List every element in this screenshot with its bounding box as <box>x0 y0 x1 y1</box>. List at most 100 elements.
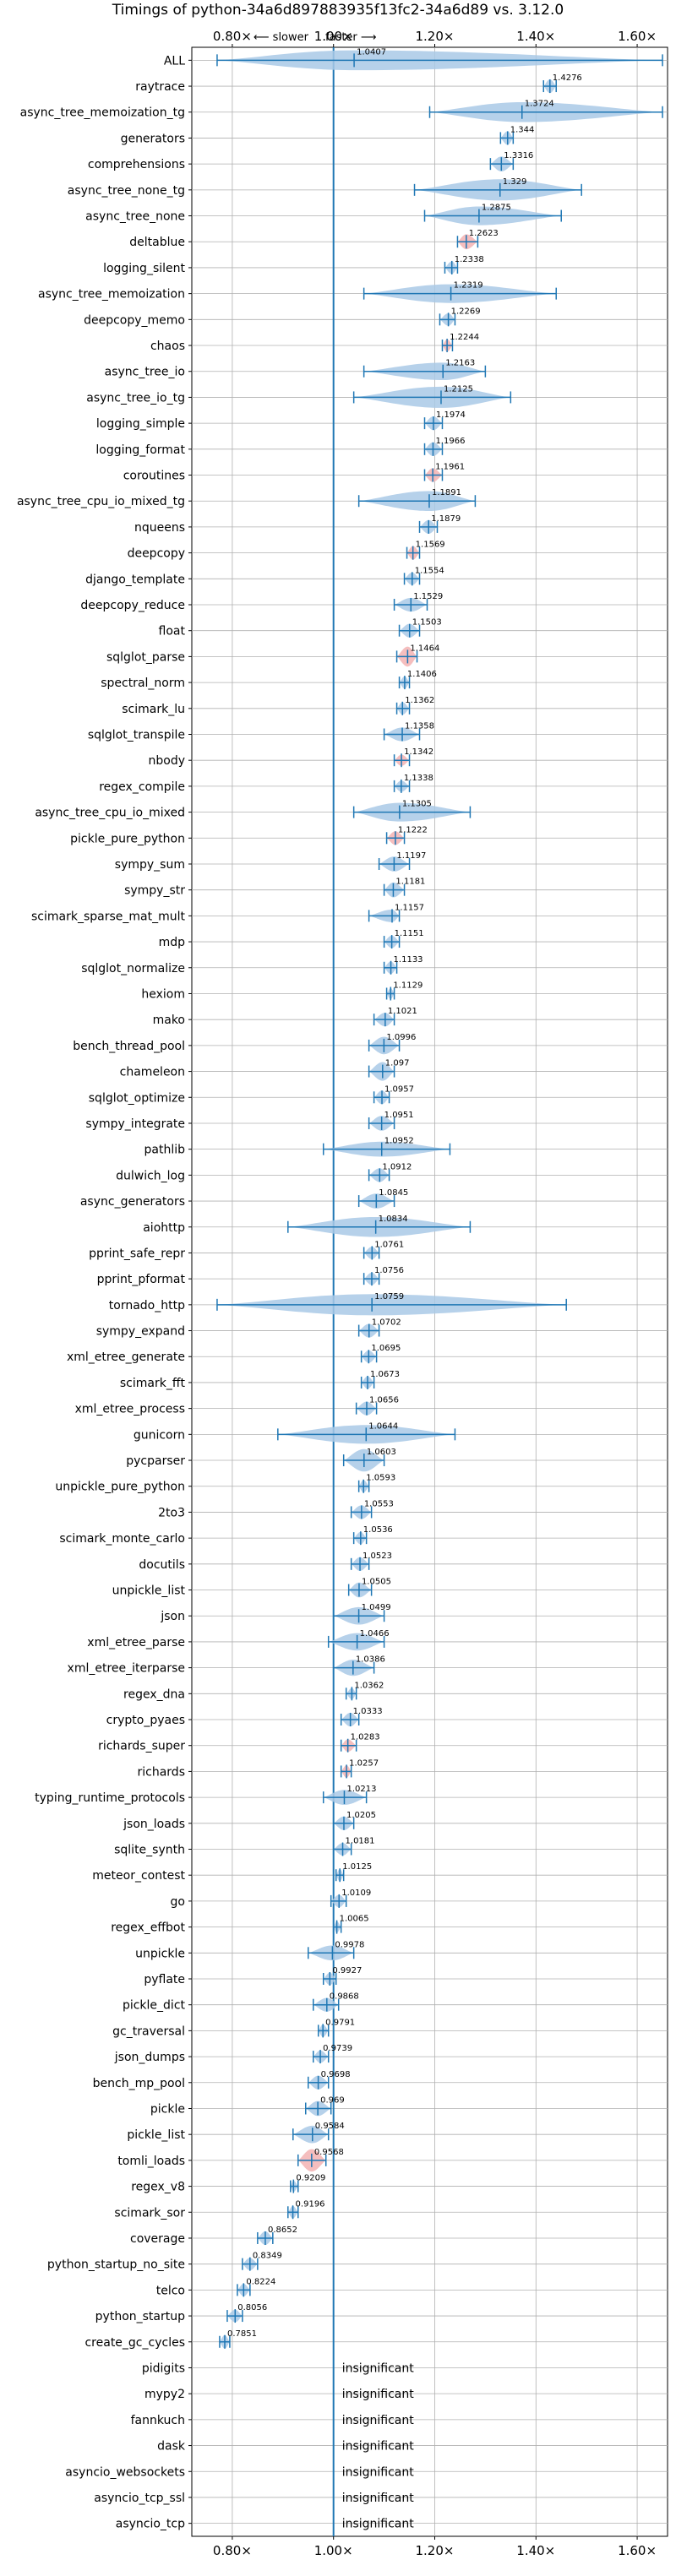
insignificant-label: insignificant <box>342 2492 415 2505</box>
value-label: 1.2269 <box>451 307 481 316</box>
grid-layer <box>188 44 668 2540</box>
benchmark-label: richards_super <box>98 1740 185 1753</box>
benchmark-label: json_dumps <box>114 2051 185 2064</box>
value-label: 0.969 <box>320 2095 345 2105</box>
benchmark-label: coroutines <box>123 470 185 483</box>
value-label: 1.1974 <box>436 410 466 420</box>
benchmark-label: pycparser <box>126 1454 185 1468</box>
value-label: 1.0673 <box>370 1370 400 1379</box>
benchmark-label: json_loads <box>123 1818 185 1831</box>
insignificant-label: insignificant <box>342 2361 415 2375</box>
benchmark-label: bench_thread_pool <box>73 1040 185 1053</box>
value-label: 1.0386 <box>356 1655 385 1665</box>
value-label: 1.0065 <box>340 1915 369 1924</box>
value-label: 1.0181 <box>346 1837 375 1846</box>
benchmark-label: meteor_contest <box>92 1869 185 1883</box>
benchmark-label: mypy2 <box>144 2388 185 2401</box>
benchmark-label: pathlib <box>144 1144 186 1157</box>
benchmark-label: richards <box>138 1765 186 1779</box>
benchmark-label: create_gc_cycles <box>84 2336 185 2350</box>
plot-frame <box>191 46 668 2537</box>
benchmark-label: pidigits <box>142 2361 185 2375</box>
value-label: 1.1133 <box>394 955 423 965</box>
x-tick-label-top: 1.00× <box>314 29 353 44</box>
value-label: 1.097 <box>385 1059 410 1068</box>
benchmark-label: float <box>159 625 186 639</box>
benchmark-label: deepcopy <box>128 547 185 561</box>
benchmark-label: async_tree_memoization <box>38 288 185 302</box>
benchmark-label: pickle_list <box>127 2128 185 2142</box>
value-label: 1.0845 <box>379 1188 408 1198</box>
value-label: 1.1529 <box>413 592 443 601</box>
value-label: 0.7851 <box>227 2329 257 2339</box>
benchmark-label: asyncio_websockets <box>65 2465 185 2479</box>
value-label: 1.1569 <box>416 541 445 550</box>
value-label: 1.0536 <box>363 1525 393 1535</box>
value-label: 0.9209 <box>296 2174 325 2183</box>
x-tick-label-top: 1.20× <box>416 29 455 44</box>
benchmark-label: 2to3 <box>158 1506 185 1519</box>
benchmark-label: sqlglot_optimize <box>89 1091 185 1105</box>
insignificant-label: insignificant <box>342 2414 415 2427</box>
faster-label: faster ⟶ <box>325 31 377 44</box>
value-label: 1.0125 <box>342 1862 372 1872</box>
value-label: 1.1222 <box>398 825 428 834</box>
benchmark-label: raytrace <box>135 80 185 94</box>
benchmark-label: tomli_loads <box>117 2155 185 2168</box>
value-label: 1.0257 <box>349 1758 379 1768</box>
value-label: 0.9568 <box>314 2148 344 2157</box>
benchmark-label: telco <box>156 2284 185 2297</box>
benchmark-label: fannkuch <box>131 2414 185 2427</box>
slower-label: ⟵ slower <box>254 31 309 44</box>
benchmark-label: sympy_str <box>124 884 185 898</box>
value-label: 1.3724 <box>525 100 554 109</box>
value-label: 1.0761 <box>374 1240 404 1249</box>
benchmark-label: generators <box>121 132 185 145</box>
value-label: 1.0912 <box>382 1162 412 1171</box>
benchmark-label: hexiom <box>141 987 185 1001</box>
value-label: 1.0205 <box>346 1811 376 1820</box>
value-label: 1.0109 <box>341 1889 371 1898</box>
benchmark-label: xml_etree_iterparse <box>68 1662 185 1676</box>
benchmark-label: spectral_norm <box>101 677 185 690</box>
value-label: 1.0466 <box>360 1629 390 1639</box>
benchmark-label: unpickle_list <box>112 1584 186 1598</box>
benchmark-label: aiohttp <box>143 1221 185 1235</box>
x-tick-label-bottom: 0.80× <box>213 2543 252 2558</box>
benchmark-label: chaos <box>150 340 185 353</box>
value-label: 1.1464 <box>410 644 439 653</box>
x-tick-label-bottom: 1.00× <box>314 2543 353 2558</box>
benchmark-label: logging_silent <box>103 262 185 275</box>
value-label: 0.9698 <box>321 2070 351 2079</box>
value-label: 0.9196 <box>296 2199 325 2209</box>
benchmark-label: pyflate <box>144 1973 185 1986</box>
benchmark-label: scimark_lu <box>122 703 185 716</box>
benchmark-label: async_tree_cpu_io_mixed_tg <box>17 495 185 508</box>
value-label: 1.1966 <box>435 437 465 446</box>
benchmark-label: regex_v8 <box>131 2181 185 2194</box>
benchmark-label: regex_compile <box>99 780 185 794</box>
value-label: 1.0834 <box>379 1215 408 1224</box>
x-tick-label-top: 0.80× <box>213 29 252 44</box>
benchmark-label: pprint_pformat <box>97 1273 186 1286</box>
benchmark-label: async_tree_none_tg <box>68 184 185 198</box>
benchmark-label: pprint_safe_repr <box>89 1247 185 1260</box>
benchmark-label: async_tree_io <box>105 366 185 379</box>
benchmark-label: sqlglot_transpile <box>88 728 185 742</box>
value-label: 1.0213 <box>346 1785 376 1794</box>
benchmark-label: asyncio_tcp <box>116 2518 185 2531</box>
labels-layer: 0.80× 0.80× 1.00× 1.00× 1.20× 1.20× 1.40× 1.40×… <box>17 29 657 2558</box>
benchmark-label: async_generators <box>80 1195 185 1209</box>
benchmark-label: pickle <box>150 2102 185 2116</box>
insignificant-label: insignificant <box>342 2518 415 2531</box>
benchmark-label: pickle_dict <box>123 1999 186 2013</box>
x-tick-label-bottom: 1.20× <box>416 2543 455 2558</box>
value-label: 0.9868 <box>330 1992 359 2002</box>
value-label: 1.1362 <box>405 696 434 705</box>
x-tick-label-bottom: 1.60× <box>618 2543 657 2558</box>
value-label: 1.0759 <box>374 1292 404 1302</box>
value-label: 1.1554 <box>415 566 444 575</box>
value-label: 0.9927 <box>332 1966 362 1975</box>
benchmark-label: sympy_expand <box>96 1325 185 1339</box>
value-label: 0.9739 <box>323 2044 352 2053</box>
